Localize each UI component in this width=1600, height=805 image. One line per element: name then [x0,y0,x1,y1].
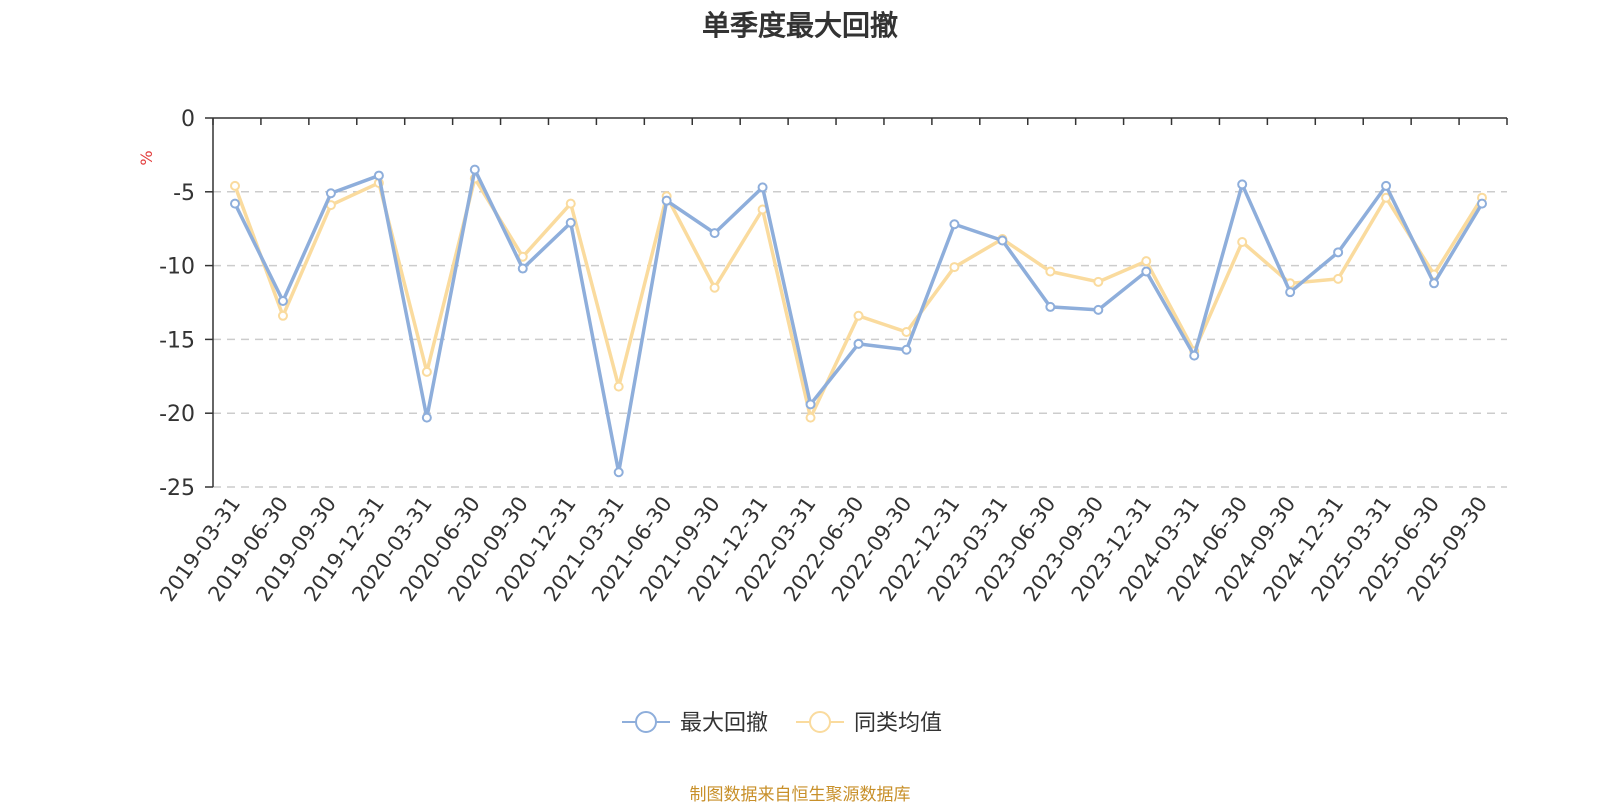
legend-item[interactable]: 同类均值 [796,711,942,736]
data-point [805,412,816,423]
y-tick-label: -20 [159,402,195,427]
data-point [661,195,672,206]
legend-item[interactable]: 最大回撤 [622,711,768,736]
data-point [709,228,720,239]
data-point [469,164,480,175]
data-point [565,198,576,209]
data-point [1045,301,1056,312]
data-point [709,282,720,293]
data-point [901,327,912,338]
y-tick-label: -15 [159,328,195,353]
y-axis-label: % [137,150,156,165]
data-point [949,219,960,230]
data-point [277,310,288,321]
y-tick-label: 0 [181,107,195,132]
data-point [997,235,1008,246]
legend-marker [635,711,657,733]
data-point [1093,304,1104,315]
data-point [565,217,576,228]
data-point [1381,180,1392,191]
data-point [230,180,240,191]
data-point [1141,266,1152,277]
data-point [421,366,432,377]
source-note: 制图数据来自恒生聚源数据库 [689,785,911,805]
y-tick-label: -10 [159,255,195,280]
series-1 [230,164,1487,478]
data-point [1045,266,1056,277]
data-point [1285,287,1296,298]
data-point [853,338,864,349]
series-layer [230,164,1487,478]
data-point [1333,273,1344,284]
data-point [949,262,960,273]
y-tick-label: -5 [173,181,195,206]
data-point [1093,276,1104,287]
legend: 最大回撤 同类均值 [622,711,942,736]
legend-marker [809,711,831,733]
data-point [1237,179,1248,190]
data-point [1333,247,1344,258]
legend-label: 最大回撤 [680,711,768,736]
legend-label: 同类均值 [854,711,942,736]
data-point [517,263,528,274]
data-point [1189,350,1200,361]
data-point [1477,198,1487,209]
series-line [233,176,1484,420]
data-point [230,198,240,209]
data-point [757,182,768,193]
data-point [421,412,432,423]
chart-title: 单季度最大回撤 [701,9,898,42]
y-tick-label: -25 [159,476,195,501]
data-point [805,399,816,410]
data-point [325,188,336,199]
data-point [373,170,384,181]
data-point [613,381,624,392]
data-point [1237,236,1248,247]
data-point [613,467,624,478]
data-point [1141,256,1152,267]
data-point [853,310,864,321]
series-line [233,167,1484,474]
data-point [277,296,288,307]
data-point [1429,278,1440,289]
data-point [901,344,912,355]
